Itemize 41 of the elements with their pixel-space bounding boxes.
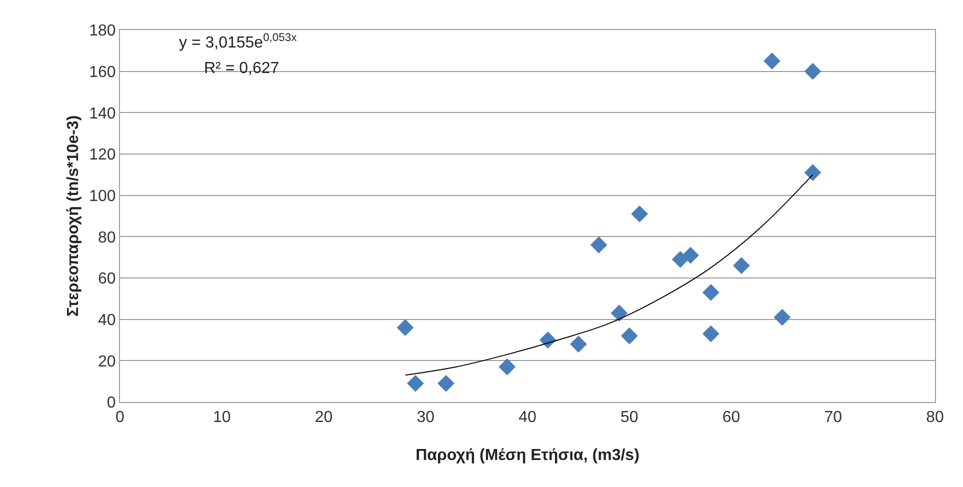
x-tick-label: 80 bbox=[926, 409, 944, 426]
y-tick-label: 100 bbox=[89, 188, 116, 205]
y-tick-label: 0 bbox=[106, 394, 116, 412]
y-tick-label: 40 bbox=[98, 312, 116, 329]
point bbox=[732, 257, 750, 274]
y-tick-label: 180 bbox=[89, 22, 116, 40]
point bbox=[620, 327, 638, 344]
point bbox=[672, 250, 689, 268]
y-tick-label: 60 bbox=[98, 270, 116, 288]
x-tick-label: 70 bbox=[824, 409, 842, 426]
point bbox=[774, 308, 791, 326]
annotation: R² = 0,627 bbox=[204, 60, 280, 77]
point bbox=[804, 62, 822, 80]
point bbox=[764, 52, 780, 70]
x-axis-title: Παροχή (Μέση Ετήσια, (m3/s) bbox=[416, 447, 640, 464]
point bbox=[406, 374, 424, 392]
point bbox=[570, 336, 587, 353]
x-tick-label: 10 bbox=[212, 409, 231, 426]
point bbox=[682, 246, 699, 264]
point bbox=[610, 304, 628, 322]
x-tick-label: 20 bbox=[314, 409, 333, 426]
point bbox=[804, 164, 822, 182]
point bbox=[702, 284, 720, 301]
point bbox=[702, 325, 720, 342]
x-tick-label: 60 bbox=[722, 409, 740, 426]
point bbox=[438, 374, 454, 392]
y-tick-label: 140 bbox=[89, 105, 116, 122]
point bbox=[539, 332, 556, 348]
x-tick-label: 40 bbox=[518, 409, 536, 426]
y-tick-label: 160 bbox=[89, 64, 116, 81]
point bbox=[498, 358, 516, 376]
x-tick-label: 50 bbox=[620, 409, 638, 426]
point bbox=[631, 205, 648, 222]
point bbox=[590, 236, 608, 254]
y-tick-label: 20 bbox=[98, 353, 116, 370]
point bbox=[396, 319, 414, 336]
y-tick-label: 120 bbox=[89, 146, 116, 164]
annotation: y = 3,0155e$^{0,053x}$ bbox=[179, 32, 298, 52]
y-tick-label: 80 bbox=[98, 229, 116, 246]
x-tick-label: 30 bbox=[416, 409, 435, 426]
y-axis-title: Στερεοπαροχή (tn/s*10e-3) bbox=[65, 115, 82, 317]
